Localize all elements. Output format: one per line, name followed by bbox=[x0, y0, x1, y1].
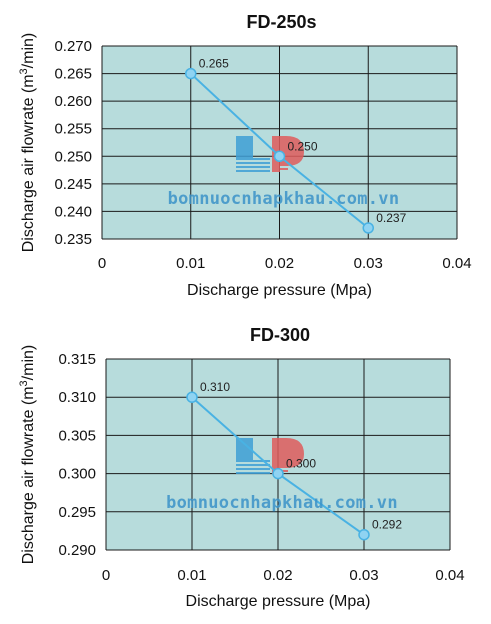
data-label: 0.292 bbox=[372, 518, 402, 532]
y-axis-label-part: /min) bbox=[20, 345, 37, 381]
y-tick-label: 0.315 bbox=[58, 351, 96, 368]
y-tick-label: 0.245 bbox=[54, 176, 92, 193]
logo-red-stripe bbox=[272, 168, 288, 170]
y-tick-label: 0.310 bbox=[58, 389, 96, 406]
x-tick-label: 0 bbox=[98, 255, 106, 272]
data-label: 0.300 bbox=[286, 457, 316, 471]
y-axis-label-part: Discharge air flowrate (m bbox=[20, 74, 37, 252]
logo-stripe bbox=[236, 158, 270, 160]
data-point bbox=[358, 528, 370, 541]
logo-stripe bbox=[236, 464, 270, 466]
y-axis-label: Discharge air flowrate (m3/min) bbox=[18, 33, 37, 253]
x-tick-label: 0.04 bbox=[442, 255, 471, 272]
logo-red-stripe bbox=[272, 466, 288, 468]
logo-stripe bbox=[236, 170, 270, 172]
logo-blue-block bbox=[236, 438, 253, 460]
y-tick-label: 0.270 bbox=[54, 38, 92, 55]
logo-stripe bbox=[236, 468, 270, 470]
chart-fd-250s-svg: FD-250s 0.235 0.240 0.245 0.250 0.255 0.260 0.2… bbox=[18, 12, 472, 299]
x-tick-label: 0.04 bbox=[435, 567, 464, 584]
data-label: 0.310 bbox=[200, 380, 230, 394]
logo-red-shape bbox=[272, 136, 304, 172]
data-label: 0.250 bbox=[288, 139, 318, 153]
x-axis-label: Discharge pressure (Mpa) bbox=[186, 593, 371, 610]
data-point bbox=[273, 150, 286, 163]
y-axis-label-superscript: 3 bbox=[18, 380, 30, 386]
y-tick-label: 0.300 bbox=[58, 466, 96, 483]
y-tick-label: 0.295 bbox=[58, 504, 96, 521]
y-axis-label-part: Discharge air flowrate (m bbox=[20, 386, 37, 564]
logo-stripe bbox=[236, 460, 270, 462]
data-point bbox=[362, 222, 374, 234]
chart-fd-300: FD-300 0.290 0.295 0.300 0.305 0.310 0.315 0 0.0… bbox=[0, 310, 491, 619]
watermark-text: bomnuocnhapkhau.com.vn bbox=[166, 493, 398, 513]
y-tick-label: 0.260 bbox=[54, 93, 92, 110]
chart-fd-300-svg: FD-300 0.290 0.295 0.300 0.305 0.310 0.315 0 0.0… bbox=[18, 325, 465, 610]
y-axis-label-superscript: 3 bbox=[18, 68, 30, 74]
x-axis-label: Discharge pressure (Mpa) bbox=[187, 282, 372, 299]
chart-title: FD-300 bbox=[250, 325, 310, 345]
y-tick-label: 0.240 bbox=[54, 203, 92, 220]
x-tick-label: 0.01 bbox=[177, 567, 206, 584]
y-tick-label: 0.290 bbox=[58, 542, 96, 559]
logo-red-shape bbox=[272, 438, 304, 474]
data-point bbox=[186, 391, 198, 403]
x-tick-label: 0.02 bbox=[265, 255, 294, 272]
logo-stripe bbox=[236, 166, 270, 168]
chart-title: FD-250s bbox=[246, 12, 316, 32]
watermark-text: bomnuocnhapkhau.com.vn bbox=[168, 189, 400, 209]
data-point bbox=[185, 67, 197, 80]
y-tick-label: 0.235 bbox=[54, 231, 92, 248]
y-axis-label: Discharge air flowrate (m3/min) bbox=[18, 345, 37, 565]
logo-red-stripe bbox=[272, 164, 288, 166]
y-tick-label: 0.265 bbox=[54, 66, 92, 83]
y-tick-label: 0.305 bbox=[58, 427, 96, 444]
data-label: 0.237 bbox=[376, 211, 406, 225]
chart-fd-250s: FD-250s 0.235 0.240 0.245 0.250 0.255 0.260 0.2… bbox=[0, 0, 491, 310]
y-tick-label: 0.250 bbox=[54, 148, 92, 165]
logo-red-stripe bbox=[272, 462, 288, 464]
x-tick-label: 0.02 bbox=[263, 567, 292, 584]
x-tick-label: 0.01 bbox=[176, 255, 205, 272]
logo-blue-block bbox=[236, 136, 253, 158]
x-tick-label: 0 bbox=[102, 567, 110, 584]
logo-stripe bbox=[236, 472, 270, 474]
logo-stripe bbox=[236, 162, 270, 164]
watermark-logo-icon bbox=[236, 438, 304, 474]
x-tick-label: 0.03 bbox=[349, 567, 378, 584]
data-label: 0.265 bbox=[199, 57, 229, 71]
x-tick-label: 0.03 bbox=[354, 255, 383, 272]
y-tick-label: 0.255 bbox=[54, 121, 92, 138]
data-point bbox=[272, 467, 284, 480]
watermark-logo-icon bbox=[236, 136, 304, 172]
y-axis-label-part: /min) bbox=[20, 33, 37, 69]
